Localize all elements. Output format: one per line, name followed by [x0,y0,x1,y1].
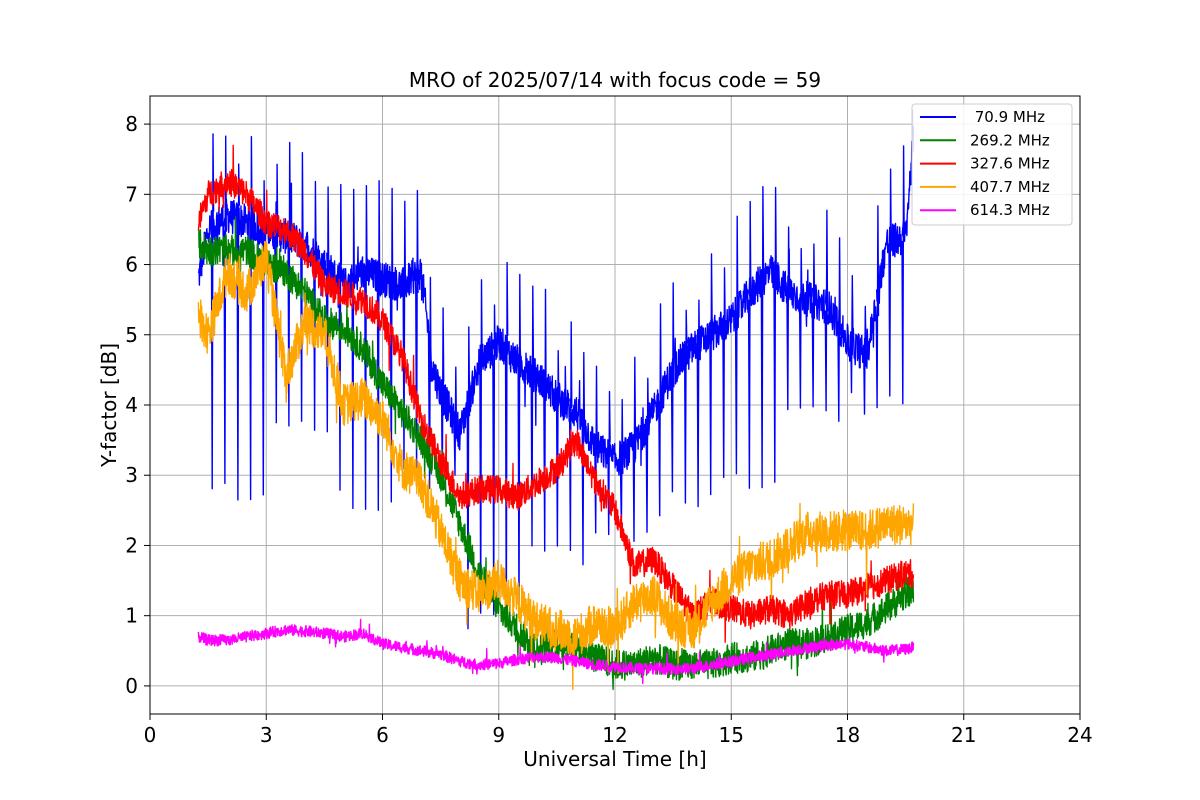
y-tick-label: 3 [125,463,138,487]
chart-title: MRO of 2025/07/14 with focus code = 59 [409,68,821,92]
x-tick-label: 9 [492,723,505,747]
y-tick-label: 1 [125,604,138,628]
series-layer [197,109,915,691]
x-axis-label: Universal Time [h] [523,747,706,771]
x-tick-label: 0 [144,723,157,747]
legend-label: 327.6 MHz [970,155,1050,173]
y-tick-label: 6 [125,253,138,277]
x-tick-label: 12 [602,723,627,747]
legend-label: 70.9 MHz [970,108,1045,126]
x-tick-label: 24 [1067,723,1092,747]
series-line-0 [197,109,915,630]
y-axis-label: Y-factor [dB] [97,343,121,468]
y-tick-label: 7 [125,182,138,206]
y-tick-label: 8 [125,112,138,136]
y-tick-label: 5 [125,323,138,347]
legend: 70.9 MHz 269.2 MHz 327.6 MHz 407.7 MHz 614.3… [911,103,1073,226]
x-tick-label: 18 [835,723,860,747]
legend-box [911,103,1073,226]
series-line-2 [197,144,915,643]
x-tick-label: 21 [951,723,976,747]
y-tick-label: 2 [125,533,138,557]
x-tick-label: 15 [719,723,744,747]
chart-grid [149,96,1081,714]
legend-label: 407.7 MHz [970,178,1050,196]
y-tick-label: 4 [125,393,138,417]
x-tick-label: 3 [260,723,273,747]
y-tick-label: 0 [125,674,138,698]
series-line-4 [197,618,915,685]
legend-label: 269.2 MHz [970,131,1050,149]
x-tick-label: 6 [376,723,389,747]
legend-label: 614.3 MHz [970,201,1050,219]
series-line-3 [197,240,915,691]
